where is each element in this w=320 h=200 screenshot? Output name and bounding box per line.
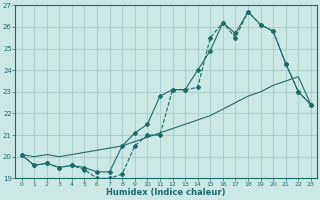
- X-axis label: Humidex (Indice chaleur): Humidex (Indice chaleur): [107, 188, 226, 197]
